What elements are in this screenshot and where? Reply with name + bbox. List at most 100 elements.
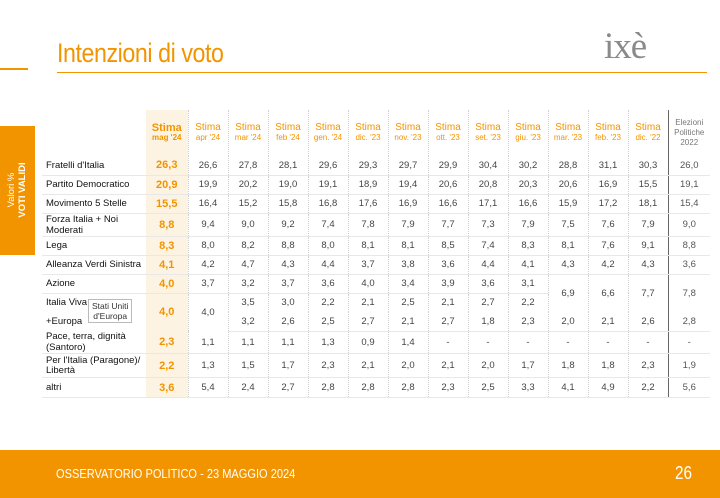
election-value-cell: 15,4	[667, 194, 710, 214]
header-col-5: Stima dic. '23	[347, 110, 388, 156]
header-col-label: Stima	[475, 122, 501, 133]
value-cell: 17,2	[587, 194, 628, 214]
value-cell: 4,2	[187, 255, 228, 275]
party-name: Movimento 5 Stelle	[42, 194, 146, 214]
table-body: Fratelli d'Italia 26,3 26,6 27,8 28,1 29,6 29,…	[42, 156, 710, 398]
table-row: Movimento 5 Stelle 15,5 16,4 15,2 15,8 16,8 17…	[42, 194, 710, 214]
value-cell: 2,6	[627, 312, 668, 332]
header-col-date: mag '24	[152, 133, 182, 142]
header-col-date: ott. '23	[436, 133, 460, 142]
value-cell: 20,8	[467, 175, 508, 195]
header-col-date: dic. '23	[355, 133, 381, 142]
header-col-date: mar. '23	[553, 133, 583, 142]
value-cell: 3,8	[387, 255, 428, 275]
value-cell: 19,9	[187, 175, 228, 195]
value-cell: 29,6	[307, 156, 348, 176]
value-cell: 2,1	[347, 293, 388, 312]
table-row-italia-viva: Italia Viva +Europa Stati Uniti d'Europa 4,0…	[42, 293, 710, 331]
value-cell: 7,5	[547, 213, 588, 237]
header-row: Stima mag '24 Stima apr '24 Stima mar '24 Stim…	[42, 110, 710, 156]
election-value-cell: 1,9	[667, 353, 710, 378]
value-cell: 29,7	[387, 156, 428, 176]
value-cell: 2,0	[387, 353, 428, 378]
stati-uniti-europa-box: Stati Uniti d'Europa	[88, 298, 133, 323]
value-cell: 2,5	[387, 293, 428, 312]
header-col-12: Stima dic. '22	[627, 110, 668, 156]
value-cell: 1,4	[387, 331, 428, 354]
value-cell: -	[467, 331, 508, 354]
value-cell: 7,4	[307, 213, 348, 237]
value-cell: 7,9	[507, 213, 548, 237]
value-cell: 3,7	[267, 274, 308, 294]
value-cell: 2,5	[467, 377, 508, 398]
header-col-date: gen. '24	[313, 133, 343, 142]
table-row: Per l'Italia (Paragone)/Libertà 2,2 1,3 1,5…	[42, 353, 710, 378]
value-cell: 2,8	[347, 377, 388, 398]
current-estimate-cell: 4,1	[146, 255, 188, 275]
value-cell: 7,8	[347, 213, 388, 237]
value-cell: 1,8	[547, 353, 588, 378]
value-cell: 7,6	[587, 236, 628, 256]
header-col-label: Stima	[355, 122, 381, 133]
party-name-italia-viva: Italia Viva	[46, 297, 88, 309]
value-cell: 3,6	[467, 274, 508, 294]
header-elections-l1: Elezioni	[675, 118, 704, 127]
current-estimate-cell: 3,6	[146, 377, 188, 398]
header-col-label: Stima	[635, 122, 661, 133]
value-cell: 28,1	[267, 156, 308, 176]
header-col-9: Stima giu. '23	[507, 110, 548, 156]
value-cell: 1,7	[267, 353, 308, 378]
value-cell: 4,3	[547, 255, 588, 275]
election-value-cell: 2,8	[667, 312, 710, 332]
table-row-europa: 3,2 2,6 2,5 2,7 2,1 2,7 1,8 2,3 2,0 2,1 2,6 2,8	[42, 312, 710, 332]
merged-value-cell: 6,6	[587, 274, 628, 312]
side-label: Valori % VOTI VALIDI	[0, 126, 35, 255]
header-col-date: feb '24	[276, 133, 300, 142]
header-col-date: feb. '23	[595, 133, 621, 142]
party-name: Alleanza Verdi Sinistra	[42, 255, 146, 275]
header-col-label: Stima	[315, 122, 341, 133]
value-cell: 5,4	[187, 377, 228, 398]
value-cell: 3,6	[427, 255, 468, 275]
current-estimate-cell: 2,3	[146, 331, 188, 354]
party-name: Pace, terra, dignità (Santoro)	[42, 331, 146, 354]
value-cell: 2,1	[347, 353, 388, 378]
title-rule-left	[0, 68, 28, 70]
side-label-line1: Valori %	[6, 172, 17, 208]
value-cell: 2,6	[267, 312, 308, 332]
value-cell: 2,2	[307, 293, 348, 312]
value-cell: 16,9	[387, 194, 428, 214]
merged-value-cell: 7,7	[627, 274, 668, 312]
header-col-label: Stima	[555, 122, 581, 133]
party-name-line1: Per l'Italia (Paragone)/	[46, 354, 141, 366]
value-cell: -	[627, 331, 668, 354]
value-cell: 3,2	[227, 274, 268, 294]
merged-value-cell: 6,9	[547, 274, 588, 312]
election-value-cell: -	[667, 331, 710, 354]
election-value-cell: 3,6	[667, 255, 710, 275]
header-col-label: Stima	[435, 122, 461, 133]
value-cell: 15,2	[227, 194, 268, 214]
header-col-2: Stima mar '24	[227, 110, 268, 156]
election-value-cell: 5,6	[667, 377, 710, 398]
value-cell: 4,4	[307, 255, 348, 275]
party-name-line2: Libertà	[46, 364, 76, 376]
party-name-group: Italia Viva +Europa Stati Uniti d'Europa	[42, 293, 146, 331]
value-cell: 19,0	[267, 175, 308, 195]
header-col-label: Stima	[515, 122, 541, 133]
value-cell: 4,1	[547, 377, 588, 398]
header-col-date: giu. '23	[515, 133, 541, 142]
header-col-10: Stima mar. '23	[547, 110, 588, 156]
value-cell: 15,5	[627, 175, 668, 195]
value-cell: 2,0	[547, 312, 588, 332]
header-col-4: Stima gen. '24	[307, 110, 348, 156]
value-cell: 1,3	[187, 353, 228, 378]
current-estimate-cell: 8,8	[146, 213, 188, 237]
value-cell: 7,9	[627, 213, 668, 237]
header-elections: Elezioni Politiche 2022	[667, 110, 710, 156]
value-cell: 7,6	[587, 213, 628, 237]
footer-bar: OSSERVATORIO POLITICO - 23 MAGGIO 2024 2…	[0, 450, 720, 498]
value-cell: 30,2	[507, 156, 548, 176]
value-cell: 29,3	[347, 156, 388, 176]
value-cell: 16,4	[187, 194, 228, 214]
